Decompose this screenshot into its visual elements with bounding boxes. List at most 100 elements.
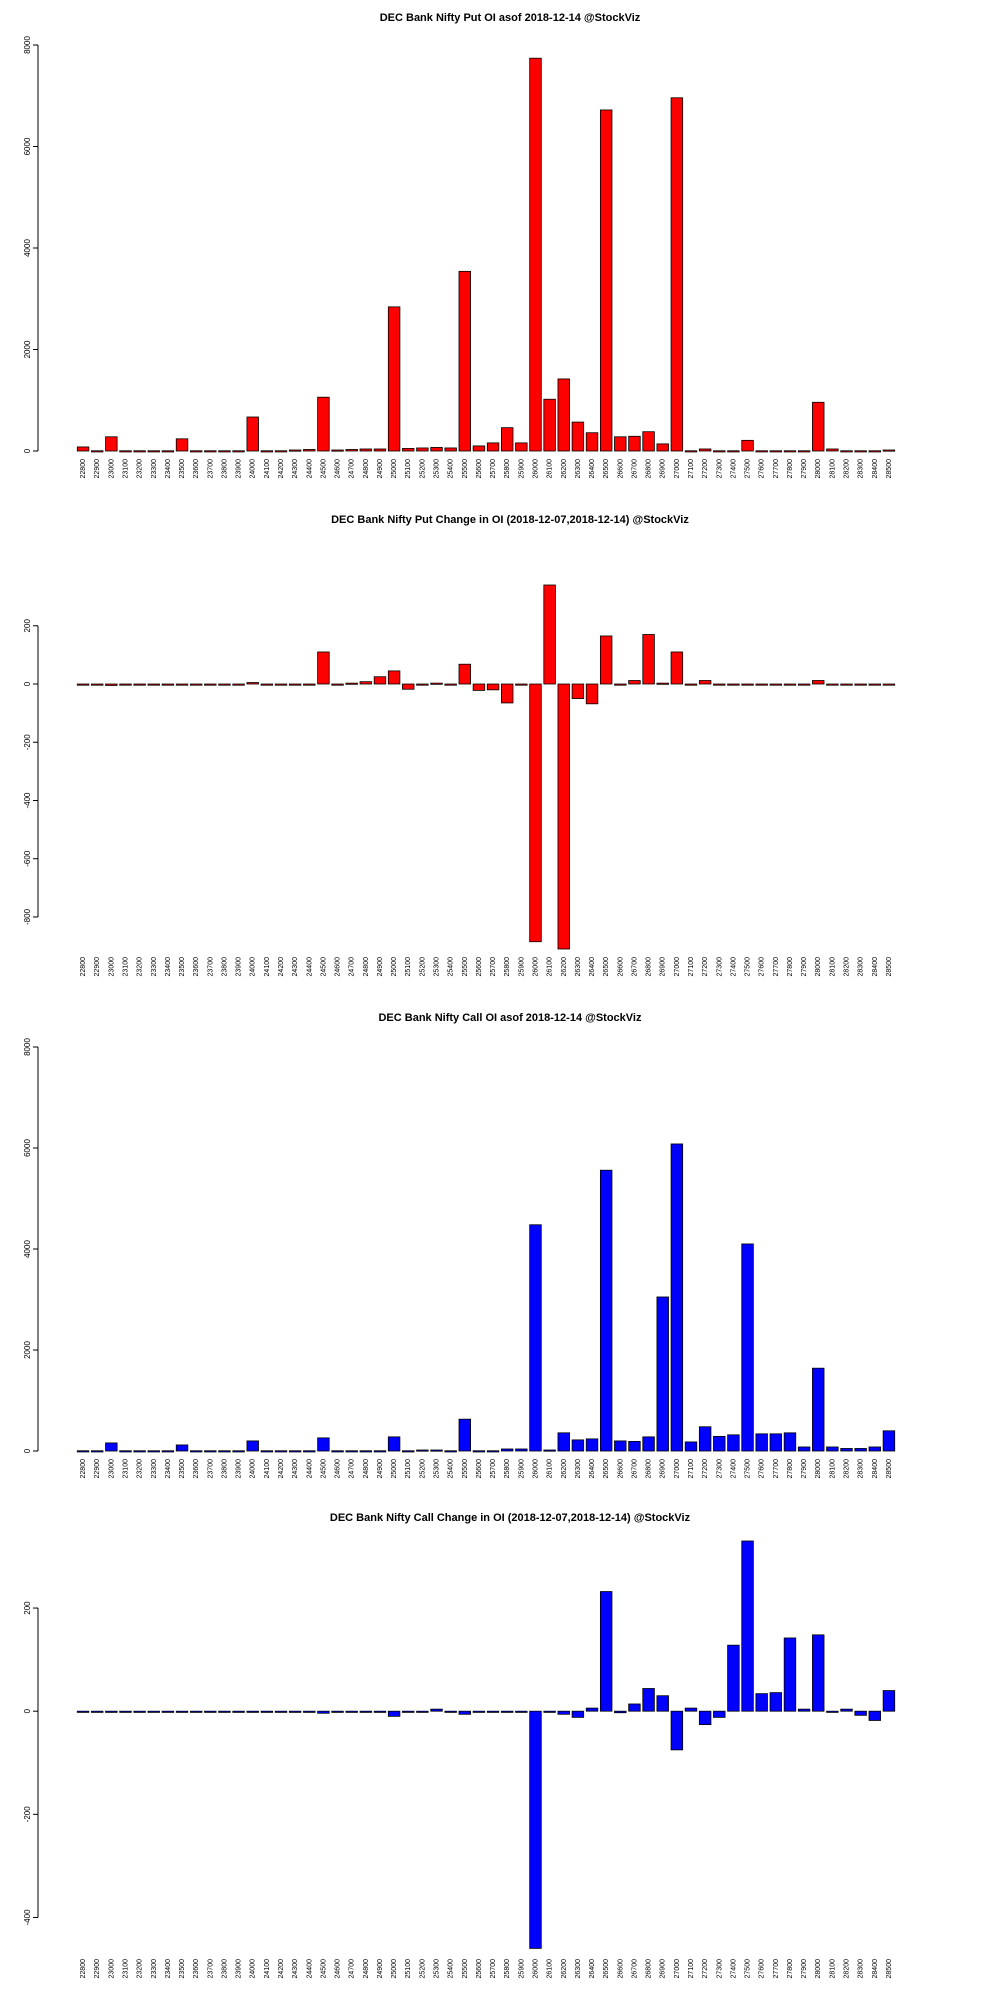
x-tick-label: 24700 <box>349 957 356 977</box>
bar-25300 <box>430 1708 443 1712</box>
bar-24200 <box>274 1450 288 1453</box>
x-tick-label: 25800 <box>504 1459 511 1479</box>
x-tick-label: 26200 <box>561 1459 568 1479</box>
x-tick-label: 26300 <box>575 957 582 977</box>
bar-23600 <box>189 683 203 686</box>
bar-26200 <box>557 378 570 452</box>
y-tick-label: -400 <box>23 1909 32 1926</box>
x-tick-label: 25800 <box>504 957 511 977</box>
x-tick-label: 24600 <box>335 957 342 977</box>
x-tick-label: 25100 <box>405 1459 412 1479</box>
x-tick-label: 23700 <box>207 1459 214 1479</box>
bar-25900 <box>515 442 528 452</box>
bar-24800 <box>359 1450 373 1453</box>
x-tick-label: 23700 <box>207 459 214 479</box>
x-tick-label: 27900 <box>801 1959 808 1979</box>
y-tick-label: 8000 <box>23 1038 32 1056</box>
x-tick-label: 22800 <box>80 1959 87 1979</box>
x-tick-label: 24000 <box>250 1459 257 1479</box>
bar-24000 <box>246 682 259 685</box>
x-tick-label: 27200 <box>702 1459 709 1479</box>
x-tick-label: 24200 <box>278 1459 285 1479</box>
x-tick-label: 24300 <box>292 957 299 977</box>
x-tick-label: 22900 <box>94 1459 101 1479</box>
x-tick-label: 22900 <box>94 459 101 479</box>
bar-27600 <box>755 683 768 686</box>
x-tick-label: 24900 <box>377 459 384 479</box>
x-tick-label: 26100 <box>547 1459 554 1479</box>
x-tick-label: 28200 <box>844 459 851 479</box>
bar-25800 <box>501 1448 514 1452</box>
x-tick-label: 28300 <box>858 1459 865 1479</box>
x-tick-label: 24400 <box>306 957 313 977</box>
bar-25500 <box>458 1710 471 1715</box>
x-tick-label: 23900 <box>236 957 243 977</box>
bar-26600 <box>614 1440 627 1452</box>
bar-24100 <box>260 450 274 453</box>
x-tick-label: 24300 <box>292 459 299 479</box>
bar-27700 <box>769 1692 783 1712</box>
bar-26600 <box>614 1710 627 1714</box>
bar-25900 <box>515 1710 528 1713</box>
bar-26500 <box>599 1591 613 1712</box>
x-tick-label: 28500 <box>886 957 893 977</box>
bar-23700 <box>204 1450 217 1453</box>
x-tick-label: 24900 <box>377 1959 384 1979</box>
x-tick-label: 25500 <box>462 1459 469 1479</box>
x-tick-label: 27200 <box>702 459 709 479</box>
x-tick-label: 25000 <box>391 459 398 479</box>
x-tick-label: 27100 <box>688 1459 695 1479</box>
x-tick-label: 24700 <box>349 1959 356 1979</box>
x-tick-label: 27100 <box>688 957 695 977</box>
x-tick-label: 23600 <box>193 1459 200 1479</box>
x-tick-label: 23500 <box>179 1959 186 1979</box>
x-tick-label: 25300 <box>434 459 441 479</box>
x-tick-label: 26700 <box>631 957 638 977</box>
bar-25000 <box>387 670 401 685</box>
x-tick-label: 25400 <box>448 1959 455 1979</box>
x-tick-label: 26800 <box>646 1959 653 1979</box>
x-tick-label: 27600 <box>759 459 766 479</box>
bar-27000 <box>670 97 684 452</box>
x-tick-label: 28100 <box>829 459 836 479</box>
bar-24300 <box>288 683 302 686</box>
bar-27800 <box>783 450 797 453</box>
x-tick-label: 27700 <box>773 1959 780 1979</box>
bar-24300 <box>288 1450 302 1453</box>
bar-26000 <box>529 57 542 452</box>
x-tick-label: 25000 <box>391 957 398 977</box>
bar-26100 <box>543 1710 556 1713</box>
bar-23300 <box>147 1710 160 1713</box>
x-tick-label: 24300 <box>292 1959 299 1979</box>
x-tick-label: 26500 <box>603 957 610 977</box>
x-tick-label: 27900 <box>801 1459 808 1479</box>
bar-23400 <box>161 1450 175 1453</box>
bar-22900 <box>91 450 104 453</box>
bar-28500 <box>882 683 896 686</box>
bar-24400 <box>303 683 316 686</box>
bar-27700 <box>769 450 783 453</box>
x-tick-label: 26200 <box>561 459 568 479</box>
bar-22800 <box>76 1450 90 1453</box>
bar-27000 <box>670 1143 684 1452</box>
bar-26200 <box>557 1432 570 1452</box>
bar-26000 <box>529 1710 542 1949</box>
x-tick-label: 27300 <box>716 459 723 479</box>
x-tick-label: 26600 <box>617 1459 624 1479</box>
x-tick-label: 23500 <box>179 957 186 977</box>
bar-27400 <box>727 1644 740 1712</box>
x-tick-label: 25600 <box>476 1959 483 1979</box>
bar-26300 <box>571 683 585 699</box>
x-tick-label: 26800 <box>646 459 653 479</box>
x-tick-label: 26500 <box>603 1959 610 1979</box>
bar-27100 <box>684 1707 698 1712</box>
y-tick-label: -200 <box>23 734 32 751</box>
bar-26500 <box>599 1169 613 1452</box>
x-tick-label: 24000 <box>250 1959 257 1979</box>
bar-27400 <box>727 683 740 686</box>
bar-27900 <box>797 1446 811 1452</box>
bar-25200 <box>416 683 429 686</box>
bar-28500 <box>882 1430 896 1452</box>
x-tick-label: 28000 <box>815 1959 822 1979</box>
bar-26500 <box>599 635 613 685</box>
